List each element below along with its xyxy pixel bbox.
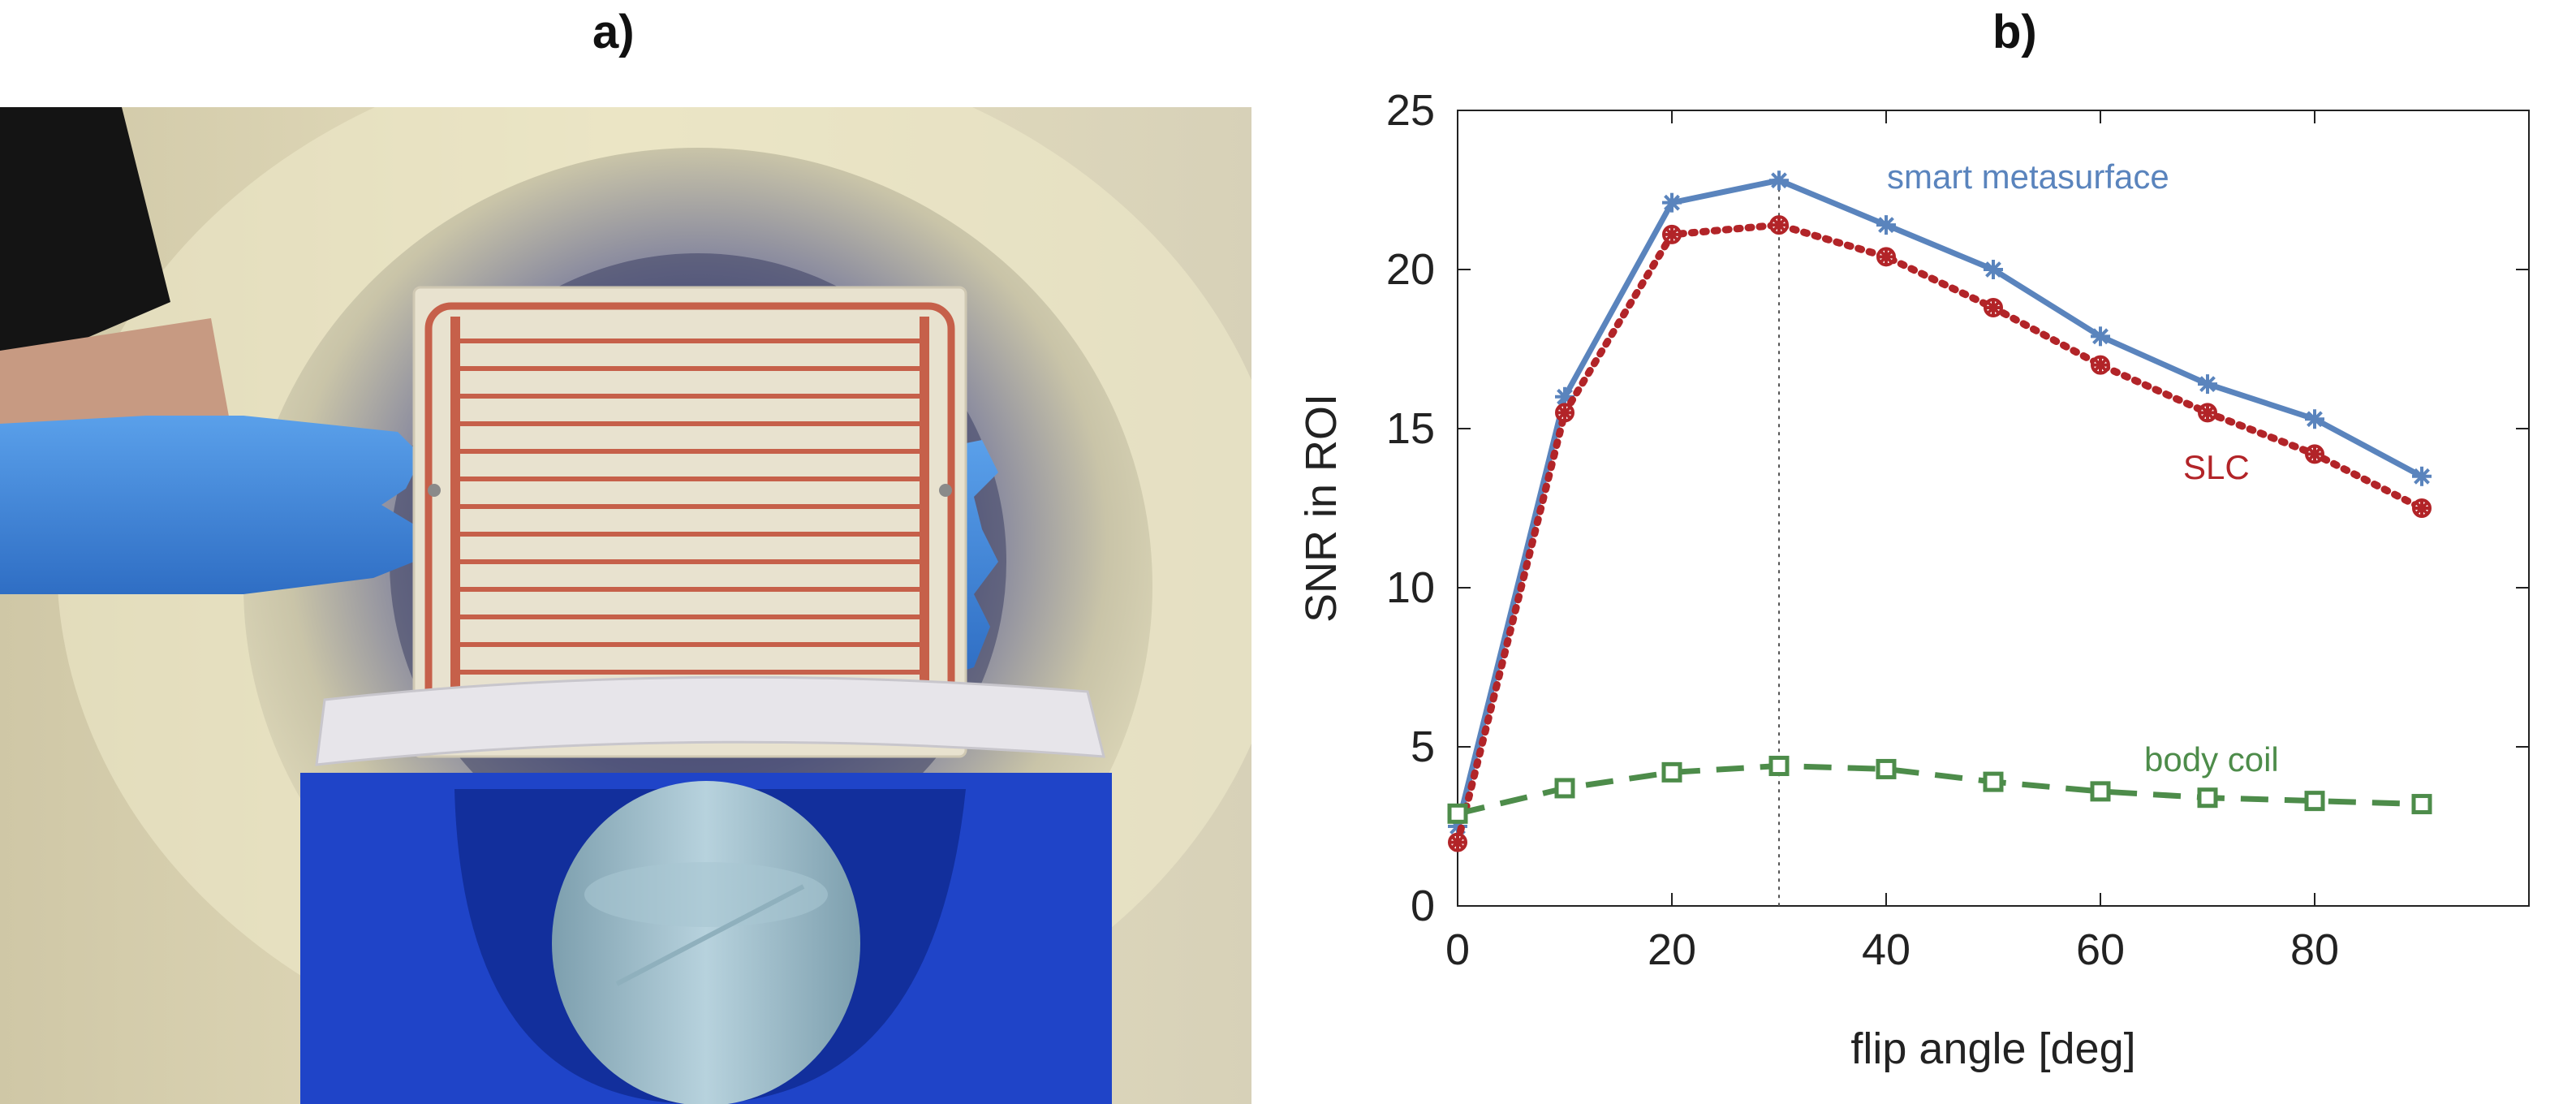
data-point [1447,803,1468,824]
data-point [2305,409,2324,429]
data-point [1984,298,2003,318]
y-tick-label: 0 [1411,882,1435,930]
series-label-body-coil: body coil [2144,740,2279,778]
data-point [1555,403,1574,423]
data-point [1769,170,1789,191]
series-line-1 [1454,221,2426,847]
y-tick-label: 10 [1386,563,1435,612]
data-point [1662,224,1682,244]
x-tick-label: 80 [2290,925,2339,974]
data-point [1983,771,2004,792]
data-point [1661,761,1682,783]
data-point [2090,781,2111,802]
plot-frame [1457,110,2530,907]
y-tick-label: 5 [1411,722,1435,771]
data-point [1662,192,1682,213]
ticks-layer: 0 20 40 60 80 0 5 10 15 20 25 [1386,86,2529,974]
metasurface-photo [0,107,1251,1104]
data-point [1554,778,1575,799]
data-point [2411,794,2432,815]
series-line-2 [1457,763,2423,817]
data-point [1876,215,1896,235]
panel-label-a: a) [592,6,635,58]
data-point [1768,756,1790,777]
data-point [2091,355,2110,375]
series-line-0 [1454,177,2423,827]
plot-axes [1457,110,2530,907]
x-tick-label: 40 [1862,925,1910,974]
data-point [1984,260,2003,279]
data-point [2412,466,2432,486]
y-tick-label: 20 [1386,245,1435,294]
y-tick-label: 15 [1386,404,1435,453]
data-point [1448,832,1467,852]
data-point [2091,326,2110,347]
x-tick-label: 0 [1445,925,1470,974]
data-point [2198,374,2217,395]
series-layer [1447,170,2432,852]
data-point [1769,215,1789,235]
data-point [2197,787,2218,809]
x-tick-label: 20 [1648,925,1696,974]
y-tick-label: 25 [1386,86,1435,135]
x-axis-label: flip angle [deg] [1850,1024,2135,1073]
series-label-smart-metasurface: smart metasurface [1887,157,2169,196]
series-label-slc: SLC [2183,448,2250,486]
snr-line-chart: 0 20 40 60 80 0 5 10 15 20 25 flip angle [deg] SNR… [1297,86,2530,1073]
data-point [1876,247,1896,267]
y-axis-label: SNR in ROI [1297,394,1346,623]
x-tick-label: 60 [2076,925,2125,974]
panel-label-b: b) [1992,6,2037,58]
data-point [2198,403,2217,423]
data-point [1876,758,1897,779]
data-point [2412,498,2432,518]
data-point [2304,791,2325,812]
data-point [2305,444,2324,464]
